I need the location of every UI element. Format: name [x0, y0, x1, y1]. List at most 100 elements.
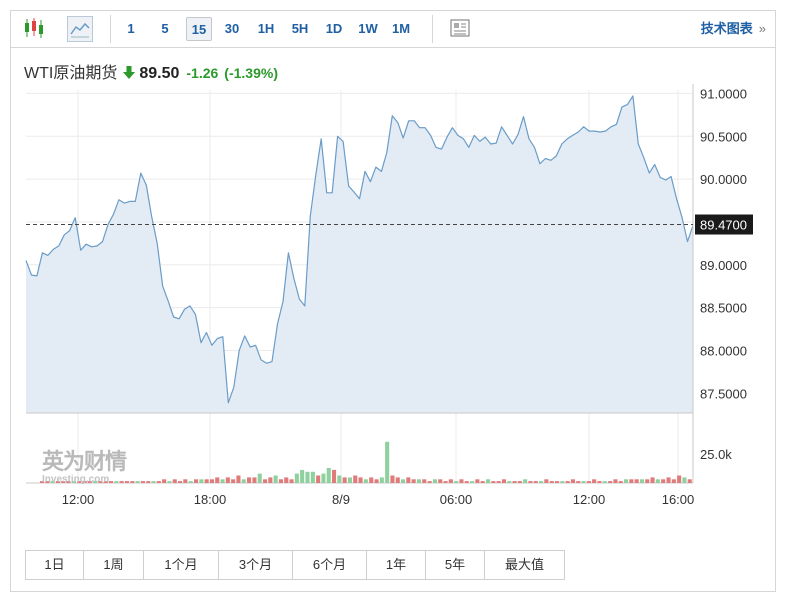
range-selector: 1日 1周 1个月 3个月 6个月 1年 5年 最大值 — [25, 550, 565, 580]
current-price-label: 89.4700 — [700, 218, 747, 233]
range-6m-button[interactable]: 6个月 — [293, 551, 367, 579]
volume-bar — [475, 479, 480, 483]
volume-bar — [71, 481, 76, 483]
volume-bar — [687, 479, 692, 483]
interval-5h-button[interactable]: 5H — [291, 21, 309, 36]
interval-30m-button[interactable]: 30 — [224, 21, 240, 36]
volume-bar — [316, 475, 321, 483]
interval-1m-button[interactable]: 1 — [127, 21, 135, 36]
volume-bar — [204, 479, 209, 483]
volume-bar — [390, 475, 395, 483]
volume-bar — [576, 481, 581, 483]
range-max-button[interactable]: 最大值 — [504, 557, 544, 572]
range-1m-button[interactable]: 1个月 — [144, 551, 219, 579]
range-1d-button[interactable]: 1日 — [26, 551, 84, 579]
volume-bar — [130, 481, 135, 483]
volume-bar — [401, 479, 406, 483]
x-tick-label: 12:00 — [573, 492, 606, 507]
volume-bar — [247, 477, 252, 483]
logo-cn-text: 英为财情 — [42, 449, 127, 474]
volume-bar — [183, 479, 188, 483]
x-tick-label: 16:00 — [662, 492, 695, 507]
candlestick-icon[interactable] — [22, 16, 46, 40]
interval-15m-button[interactable]: 15 — [186, 17, 212, 41]
volume-bar — [448, 479, 453, 483]
volume-bar — [634, 479, 639, 483]
volume-bar — [209, 479, 214, 483]
volume-bar — [411, 479, 416, 483]
interval-1mo-button[interactable]: 1M — [391, 21, 411, 36]
volume-bar — [666, 477, 671, 483]
volume-bar — [533, 481, 538, 483]
volume-bar — [135, 481, 140, 483]
volume-bar — [480, 481, 485, 483]
news-icon[interactable] — [448, 16, 472, 40]
volume-bar — [586, 481, 591, 483]
volume-bar — [385, 441, 390, 483]
y-tick-label: 91.0000 — [700, 86, 747, 101]
instrument-headline: WTI原油期货 89.50 -1.26 (-1.39%) — [24, 62, 278, 84]
interval-1d-button[interactable]: 1D — [325, 21, 343, 36]
volume-bar — [93, 481, 98, 483]
volume-bar — [682, 477, 687, 483]
range-1w-button[interactable]: 1周 — [84, 551, 144, 579]
range-1y-button[interactable]: 1年 — [367, 551, 426, 579]
volume-bar — [119, 481, 124, 483]
chart-widget — [10, 10, 776, 592]
volume-bar — [629, 479, 634, 483]
volume-bar — [241, 479, 246, 483]
volume-bar — [310, 471, 315, 483]
x-tick-label: 12:00 — [62, 492, 95, 507]
x-tick-label: 06:00 — [440, 492, 473, 507]
investing-logo: 英为财情 Investing.com — [42, 449, 127, 486]
volume-bar — [608, 481, 613, 483]
volume-bar — [432, 479, 437, 483]
volume-bar — [103, 481, 108, 483]
y-tick-label: 88.0000 — [700, 343, 747, 358]
volume-bar — [167, 481, 172, 483]
volume-bar — [443, 481, 448, 483]
volume-bar — [560, 481, 565, 483]
volume-bar — [650, 477, 655, 483]
volume-bar — [464, 481, 469, 483]
volume-bar — [491, 481, 496, 483]
range-5y-button[interactable]: 5年 — [426, 551, 485, 579]
volume-bar — [215, 477, 220, 483]
arrow-down-icon — [123, 65, 136, 87]
volume-bar — [544, 479, 549, 483]
interval-5m-button[interactable]: 5 — [161, 21, 169, 36]
volume-bar — [268, 477, 273, 483]
interval-1w-button[interactable]: 1W — [358, 21, 378, 36]
volume-bar — [539, 481, 544, 483]
range-3m-button[interactable]: 3个月 — [219, 551, 293, 579]
tech-chart-link[interactable]: 技术图表 » — [701, 17, 766, 41]
volume-bar — [422, 479, 427, 483]
volume-bar — [517, 481, 522, 483]
volume-bar — [140, 481, 145, 483]
volume-bar — [454, 481, 459, 483]
price-change-percent: (-1.39%) — [224, 65, 278, 81]
volume-bar — [194, 479, 199, 483]
interval-1h-button[interactable]: 1H — [257, 21, 275, 36]
area-chart-icon[interactable] — [67, 16, 93, 42]
volume-bar — [639, 479, 644, 483]
price-area — [26, 96, 693, 413]
last-price: 89.50 — [139, 65, 180, 82]
volume-bar — [353, 475, 358, 483]
volume-bar — [337, 475, 342, 483]
volume-bar — [501, 479, 506, 483]
price-change: -1.26 — [186, 65, 219, 81]
volume-bar — [459, 479, 464, 483]
volume-bar — [624, 479, 629, 483]
volume-bar — [507, 481, 512, 483]
toolbar: 1 5 15 30 1H 5H 1D 1W 1M 技术图表 » — [10, 10, 776, 48]
volume-bar — [178, 481, 183, 483]
volume-bar — [427, 481, 432, 483]
volume-bar — [342, 477, 347, 483]
volume-bar — [347, 477, 352, 483]
volume-bar — [618, 481, 623, 483]
volume-bar — [300, 469, 305, 483]
x-tick-label: 18:00 — [194, 492, 227, 507]
volume-bar — [358, 477, 363, 483]
